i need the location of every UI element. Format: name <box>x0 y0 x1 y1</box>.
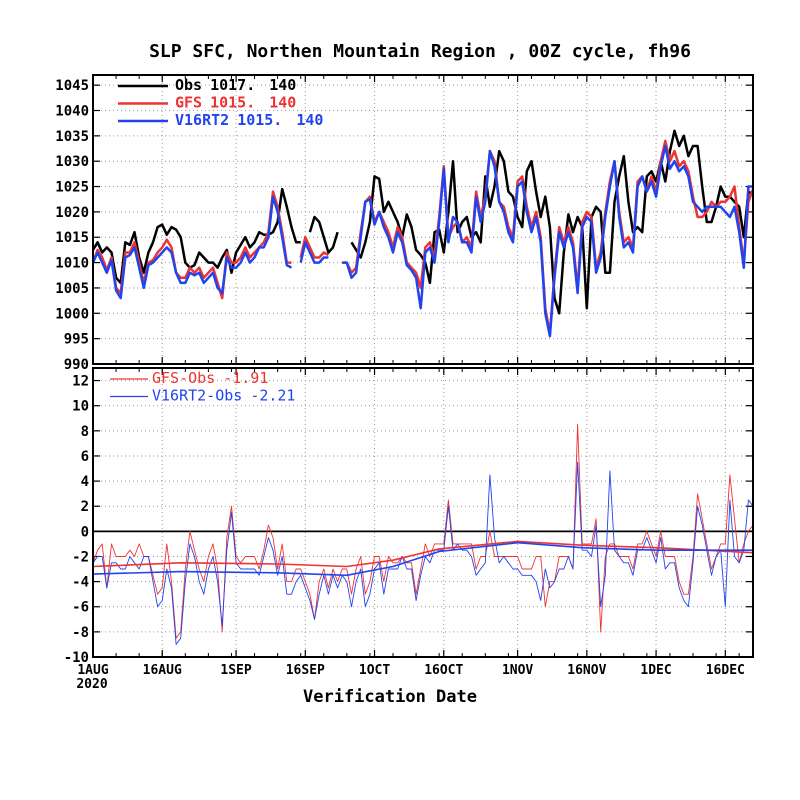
y-tick-label: 6 <box>81 449 89 465</box>
legend-entry: V16RT2-Obs -2.21 <box>152 387 295 405</box>
y-tick-label: -10 <box>64 650 89 666</box>
y-tick-label: 1010 <box>55 256 89 272</box>
y-tick-label: 1045 <box>55 78 89 94</box>
y-tick-label: 8 <box>81 424 89 440</box>
y-tick-label: -2 <box>72 549 89 565</box>
x-tick-label: 16AUG <box>143 663 182 678</box>
difference-panel: -10 -8 -6 -4 -2 0 2 4 6 8 10 12 GFS-Obs -1.91V16RT2-O… <box>64 367 754 666</box>
series-line-v16rt2-obs-running-mean <box>92 541 753 577</box>
legend-series-stat: 1017. <box>210 76 255 94</box>
y-tick-label: -8 <box>72 625 89 641</box>
legend-series-name: Obs <box>175 76 202 94</box>
legend-entry: GFS 1015. 140 <box>175 94 296 112</box>
legend-series-name: V16RT2 <box>175 111 229 129</box>
y-tick-label: 10 <box>72 399 89 415</box>
x-tick-label: 16NOV <box>567 663 606 678</box>
y-tick-label: 2 <box>81 499 89 515</box>
legend-series-count: 140 <box>269 94 296 112</box>
legend-series-stat: 1015. <box>237 111 282 129</box>
y-tick-label: 1025 <box>55 180 89 196</box>
chart-title: SLP SFC, Northen Mountain Region , 00Z c… <box>149 41 691 62</box>
legend-entry: V16RT2 1015. 140 <box>175 111 323 129</box>
x-tick-label: 1SEP <box>220 663 251 678</box>
legend-series-count: 140 <box>296 111 323 129</box>
x-axis-label: Verification Date <box>303 687 477 707</box>
y-tick-label: -4 <box>72 575 89 591</box>
y-tick-label: 4 <box>81 474 89 490</box>
series-line-gfs-obs-running-mean <box>92 540 754 568</box>
y-tick-label: 990 <box>64 357 89 373</box>
legend-series-name: GFS-Obs <box>152 369 215 387</box>
pressure-panel: 990 995 1000 1005 1010 1015 1020 1025 1030 1035 10… <box>55 74 755 373</box>
x-tick-label: 1AUG <box>77 663 108 678</box>
x-tick-label: 16SEP <box>286 663 325 678</box>
y-tick-label: 995 <box>64 332 89 348</box>
plot-frame <box>92 367 754 658</box>
y-tick-label: 1020 <box>55 205 89 221</box>
y-tick-label: -6 <box>72 600 89 616</box>
y-tick-label: 1000 <box>55 306 89 322</box>
y-tick-label: 0 <box>81 524 89 540</box>
x-tick-label: 1OCT <box>359 663 390 678</box>
y-tick-label: 12 <box>72 374 89 390</box>
y-tick-label: 1005 <box>55 281 89 297</box>
x-tick-label: 1DEC <box>640 663 671 678</box>
y-tick-label: 1040 <box>55 103 89 119</box>
legend-series-count: 140 <box>269 76 296 94</box>
series-line-v16rt2-obs <box>92 461 754 645</box>
x-tick-label: 1NOV <box>502 663 533 678</box>
legend-series-name: GFS <box>175 94 202 112</box>
legend-series-stat: -1.91 <box>223 369 268 387</box>
x-tick-label: 16OCT <box>424 663 463 678</box>
x-year-label: 2020 <box>76 677 107 692</box>
y-tick-label: 1030 <box>55 154 89 170</box>
plot-frame <box>92 74 754 365</box>
y-tick-label: 1015 <box>55 230 89 246</box>
y-tick-label: 1035 <box>55 129 89 145</box>
series-line-v16rt2 <box>91 144 753 338</box>
legend-series-name: V16RT2-Obs <box>152 387 242 405</box>
legend-entry: GFS-Obs -1.91 <box>152 369 268 387</box>
legend-series-stat: 1015. <box>210 94 255 112</box>
x-axis: 1AUG 16AUG 1SEP 16SEP 1OCT 16OCT 1NOV 16NOV 1DEC… <box>76 663 745 692</box>
legend-series-stat: -2.21 <box>250 387 295 405</box>
x-tick-label: 16DEC <box>706 663 745 678</box>
legend-entry: Obs 1017. 140 <box>175 76 296 94</box>
